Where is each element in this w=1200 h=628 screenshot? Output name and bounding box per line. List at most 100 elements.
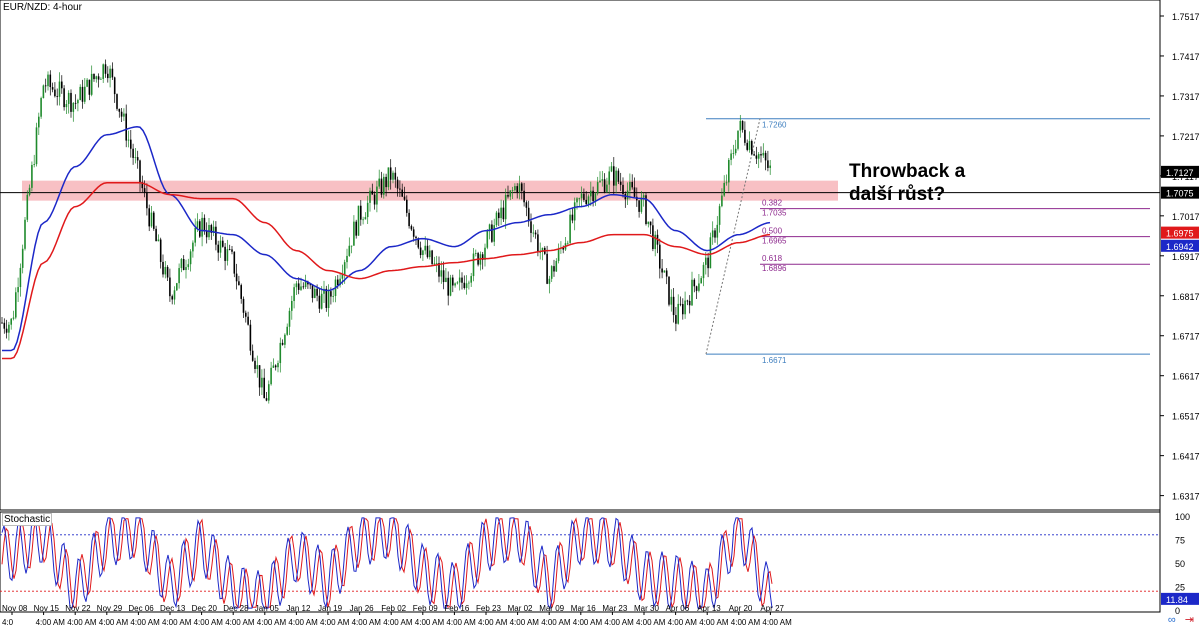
- time-label: 4:00 AM: [604, 618, 634, 627]
- candle-body: [196, 221, 199, 228]
- candle-body: [348, 245, 351, 256]
- candle-body: [318, 295, 321, 309]
- time-label: 4:00 AM: [415, 618, 445, 627]
- candle-body: [44, 85, 47, 87]
- date-label: Apr 13: [697, 604, 721, 613]
- candle-body: [401, 189, 403, 197]
- time-label: 4:00 AM: [510, 618, 540, 627]
- candle-body: [187, 264, 190, 268]
- candle-body: [433, 263, 436, 265]
- candle-body: [201, 217, 203, 237]
- candle-body: [613, 166, 615, 186]
- candle-body: [222, 240, 224, 247]
- arrow-right-icon[interactable]: ⇥: [1184, 614, 1194, 626]
- annotation-line-1: Throwback a: [849, 161, 966, 182]
- candle-body: [169, 277, 171, 297]
- candle-body: [203, 217, 206, 232]
- candle-body: [364, 217, 367, 220]
- time-label: 4:00 AM: [636, 618, 666, 627]
- candle-body: [373, 194, 376, 205]
- candle-body: [550, 266, 553, 279]
- candle-body: [1, 322, 3, 324]
- candle-body: [472, 253, 475, 277]
- time-label: 4:00 AM: [320, 618, 350, 627]
- candle-body: [47, 74, 49, 87]
- candle-body: [670, 296, 673, 305]
- symbol-label: EUR/NZD: 4-hour: [2, 2, 83, 13]
- candle-body: [288, 310, 291, 327]
- candle-body: [72, 102, 75, 112]
- candle-body: [100, 78, 102, 80]
- candle-body: [297, 283, 300, 290]
- candle-body: [346, 255, 348, 263]
- candle-body: [516, 186, 518, 193]
- candle-body: [603, 179, 606, 192]
- candle-body: [178, 268, 180, 284]
- candle-body: [661, 268, 663, 273]
- candle-body: [199, 221, 201, 237]
- candle-body: [463, 282, 466, 288]
- candle-body: [714, 230, 716, 238]
- time-label: 4:00 AM: [668, 618, 698, 627]
- candle-body: [615, 170, 617, 186]
- candle-body: [97, 76, 100, 80]
- time-label: 4:00 AM: [731, 618, 761, 627]
- candle-body: [17, 287, 19, 293]
- candle-body: [587, 196, 590, 205]
- candle-body: [254, 360, 256, 369]
- candle-body: [353, 221, 355, 246]
- candle-body: [33, 164, 35, 165]
- candle-body: [725, 182, 728, 184]
- candle-body: [751, 141, 753, 155]
- candle-body: [70, 92, 72, 112]
- candle-body: [378, 178, 380, 187]
- candle-body: [525, 202, 528, 208]
- time-label: 4:00 AM: [67, 618, 97, 627]
- candle-body: [171, 296, 173, 300]
- candle-body: [470, 276, 472, 283]
- candle-body: [127, 139, 130, 141]
- candle-body: [693, 279, 696, 287]
- candle-body: [77, 100, 79, 104]
- candle-body: [640, 197, 643, 212]
- candle-body: [56, 96, 58, 97]
- candle-body: [668, 276, 670, 305]
- candle-body: [274, 365, 277, 368]
- candle-body: [626, 190, 629, 200]
- candle-body: [123, 113, 125, 117]
- price-tick-label: 1.6417: [1172, 452, 1200, 462]
- candle-body: [38, 116, 40, 128]
- candle-body: [424, 245, 426, 251]
- candle-body: [268, 384, 270, 401]
- candle-body: [730, 153, 732, 160]
- candle-body: [445, 277, 447, 283]
- candle-body: [242, 298, 245, 313]
- candle-body: [686, 300, 689, 302]
- candle-body: [580, 193, 583, 199]
- candle-body: [700, 278, 702, 284]
- candle-body: [767, 160, 769, 168]
- candle-body: [415, 236, 417, 239]
- candle-body: [537, 234, 539, 253]
- candle-body: [81, 86, 84, 102]
- candle-body: [5, 328, 8, 333]
- stochastic-scale-label: 100: [1175, 512, 1190, 522]
- candle-body: [293, 287, 295, 301]
- candle-body: [484, 247, 486, 260]
- candle-body: [26, 194, 29, 220]
- candle-body: [31, 164, 33, 188]
- candle-body: [748, 141, 751, 150]
- candle-body: [498, 212, 500, 219]
- candle-body: [84, 86, 86, 102]
- candle-body: [10, 318, 12, 325]
- candle-body: [741, 120, 744, 130]
- candle-body: [684, 300, 686, 315]
- link-icon[interactable]: ∞: [1167, 614, 1176, 626]
- candle-body: [325, 288, 328, 308]
- candle-body: [180, 259, 183, 269]
- time-label: 4:00 AM: [699, 618, 729, 627]
- date-label: Jan 12: [286, 604, 311, 613]
- candle-body: [562, 247, 564, 250]
- candle-body: [304, 281, 307, 288]
